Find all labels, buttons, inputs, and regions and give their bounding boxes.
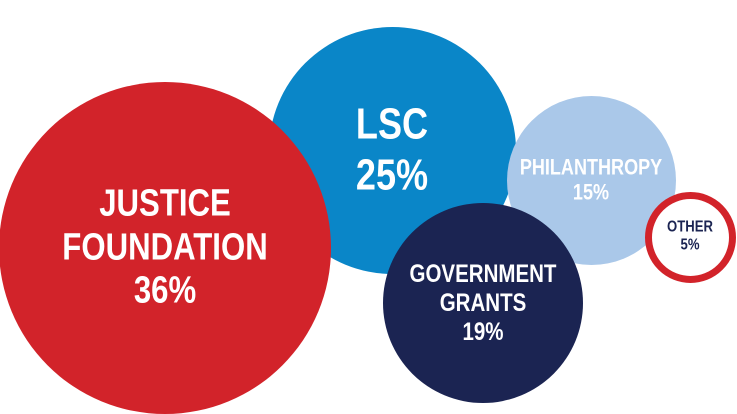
bubble-label: JUSTICE FOUNDATION 36%	[62, 182, 267, 313]
bubble-label: PHILANTHROPY 15%	[513, 155, 669, 206]
category-label: GOVERNMENT GRANTS	[409, 259, 557, 317]
category-label: PHILANTHROPY	[519, 154, 663, 180]
category-label: JUSTICE FOUNDATION	[62, 182, 268, 269]
value-label: 15%	[572, 180, 610, 205]
bubble-label: OTHER 5%	[657, 219, 723, 256]
value-label: 5%	[680, 237, 700, 254]
bubble	[0, 81, 332, 414]
category-label: LSC	[355, 99, 429, 149]
bubble	[382, 202, 584, 404]
value-label: 36%	[133, 269, 197, 312]
value-label: 19%	[462, 317, 504, 346]
value-label: 25%	[355, 150, 429, 199]
bubble-label: GOVERNMENT GRANTS 19%	[410, 260, 557, 346]
bubble	[644, 191, 736, 283]
category-label: OTHER	[667, 218, 713, 236]
bubble-label: LSC 25%	[318, 99, 466, 200]
